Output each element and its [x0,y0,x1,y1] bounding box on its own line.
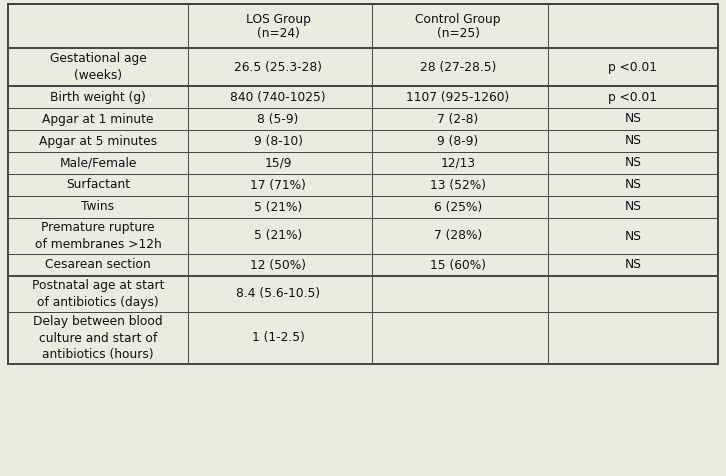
Text: NS: NS [624,135,642,148]
Text: 13 (52%): 13 (52%) [430,178,486,191]
Text: Cesarean section: Cesarean section [45,258,151,271]
Text: Control Group: Control Group [415,12,501,26]
Text: 8 (5-9): 8 (5-9) [257,112,298,126]
Text: (n=24): (n=24) [256,27,299,40]
Bar [8,4,718,364]
Text: Twins: Twins [81,200,115,214]
Text: (n=25): (n=25) [436,27,479,40]
Text: p <0.01: p <0.01 [608,90,658,103]
Text: 6 (25%): 6 (25%) [434,200,482,214]
Text: Apgar at 5 minutes: Apgar at 5 minutes [39,135,157,148]
Text: NS: NS [624,200,642,214]
Text: 26.5 (25.3-28): 26.5 (25.3-28) [234,60,322,73]
Text: 840 (740-1025): 840 (740-1025) [230,90,326,103]
Text: 15 (60%): 15 (60%) [430,258,486,271]
Text: 1107 (925-1260): 1107 (925-1260) [407,90,510,103]
Text: 12 (50%): 12 (50%) [250,258,306,271]
Text: 5 (21%): 5 (21%) [254,200,302,214]
Text: 7 (2-8): 7 (2-8) [437,112,478,126]
Text: 12/13: 12/13 [441,157,476,169]
Text: Delay between blood
culture and start of
antibiotics (hours): Delay between blood culture and start of… [33,315,163,361]
Text: NS: NS [624,229,642,242]
Text: Premature rupture
of membranes >12h: Premature rupture of membranes >12h [35,221,161,251]
Text: Male/Female: Male/Female [60,157,136,169]
Text: LOS Group: LOS Group [245,12,311,26]
Text: 7 (28%): 7 (28%) [434,229,482,242]
Text: p <0.01: p <0.01 [608,60,658,73]
Text: NS: NS [624,178,642,191]
Text: NS: NS [624,112,642,126]
Text: Birth weight (g): Birth weight (g) [50,90,146,103]
Text: 17 (71%): 17 (71%) [250,178,306,191]
Text: 9 (8-10): 9 (8-10) [253,135,303,148]
Text: Gestational age
(weeks): Gestational age (weeks) [49,52,147,82]
Bar [8,4,718,364]
Text: Surfactant: Surfactant [66,178,130,191]
Text: 15/9: 15/9 [264,157,292,169]
Text: 1 (1-2.5): 1 (1-2.5) [252,331,304,345]
Text: 8.4 (5.6-10.5): 8.4 (5.6-10.5) [236,288,320,300]
Text: 28 (27-28.5): 28 (27-28.5) [420,60,496,73]
Text: NS: NS [624,258,642,271]
Text: NS: NS [624,157,642,169]
Text: 5 (21%): 5 (21%) [254,229,302,242]
Text: 9 (8-9): 9 (8-9) [437,135,478,148]
Text: Postnatal age at start
of antibiotics (days): Postnatal age at start of antibiotics (d… [32,279,164,309]
Text: Apgar at 1 minute: Apgar at 1 minute [42,112,154,126]
